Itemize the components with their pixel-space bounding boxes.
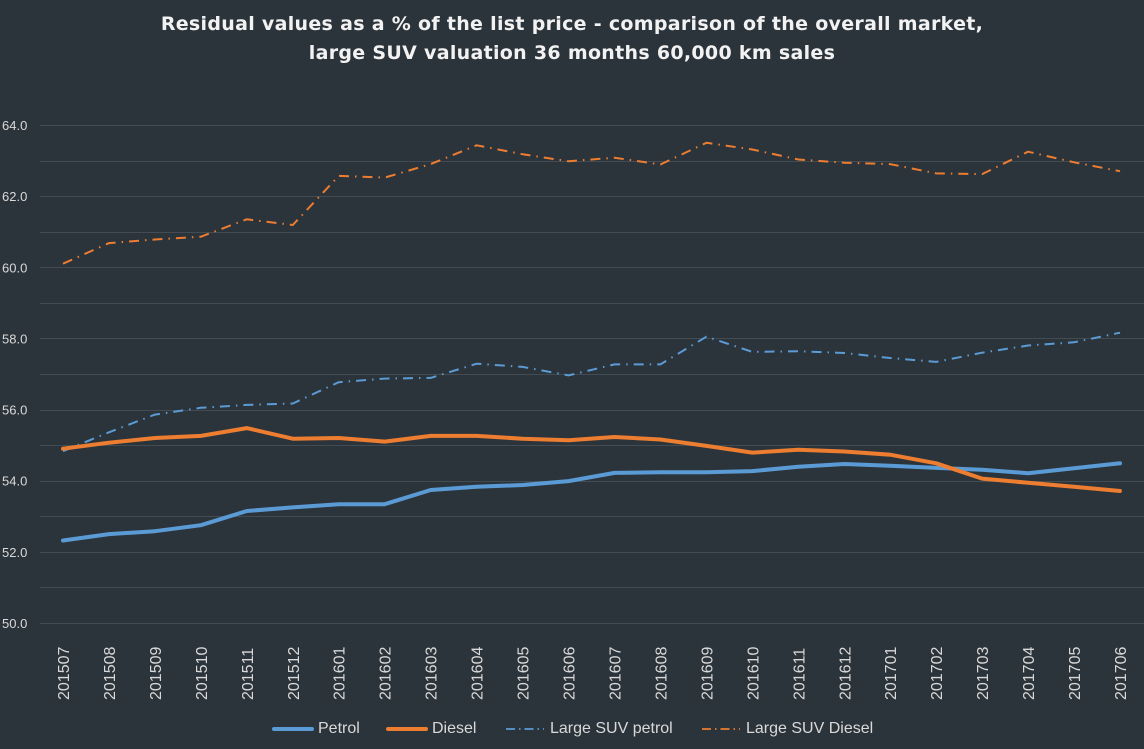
x-tick-label: 201611 [791, 648, 808, 700]
x-tick-label: 201608 [653, 647, 670, 700]
y-axis-ticks: 50.0 52.0 54.0 56.0 58.0 60.0 62.0 64.0 [2, 118, 27, 631]
legend-label-diesel: Diesel [432, 720, 477, 737]
y-tick-label: 56.0 [2, 403, 27, 418]
legend-label-petrol: Petrol [318, 720, 360, 737]
chart-title-line-1: Residual values as a % of the list price… [160, 13, 984, 35]
chart-title-line-2: large SUV valuation 36 months 60,000 km … [308, 42, 836, 64]
x-tick-label: 201511 [240, 648, 257, 700]
y-tick-label: 52.0 [2, 545, 27, 560]
x-tick-label: 201509 [148, 647, 165, 700]
y-tick-label: 60.0 [2, 260, 27, 275]
x-tick-label: 201606 [562, 647, 579, 700]
series-line-large-suv-diesel [62, 141, 1121, 265]
legend-swatch-diesel-icon [386, 727, 428, 731]
legend-swatch-large-suv-diesel-icon [702, 728, 740, 730]
y-tick-label: 58.0 [2, 331, 27, 346]
x-tick-label: 201602 [378, 647, 395, 700]
x-tick-label: 201507 [56, 647, 73, 700]
series-line-large-suv-petrol [62, 331, 1121, 453]
legend-label-large-suv-diesel: Large SUV Diesel [746, 720, 874, 737]
x-tick-label: 201702 [929, 647, 946, 700]
x-tick-label: 201512 [286, 647, 303, 700]
x-tick-label: 201704 [1021, 647, 1038, 700]
legend-item-diesel[interactable]: Diesel [386, 718, 476, 740]
y-tick-label: 62.0 [2, 189, 27, 204]
legend-swatch-large-suv-petrol-icon [506, 728, 544, 730]
series-lines [61, 141, 1122, 543]
y-tick-label: 64.0 [2, 118, 27, 133]
series-line-diesel [61, 426, 1122, 493]
x-tick-label: 201510 [194, 647, 211, 700]
x-tick-label: 201508 [102, 647, 119, 700]
x-tick-label: 201604 [470, 647, 487, 700]
x-axis-ticks: 201507 201508 201509 201510 201511 201512 2016… [56, 647, 1130, 700]
chart-title: Residual values as a % of the list price… [0, 10, 1144, 68]
x-tick-label: 201609 [699, 647, 716, 700]
x-tick-label: 201610 [745, 647, 762, 700]
x-tick-label: 201607 [607, 647, 624, 700]
x-tick-label: 201703 [975, 647, 992, 700]
x-tick-label: 201601 [332, 647, 349, 700]
y-tick-label: 54.0 [2, 474, 27, 489]
series-line-petrol [61, 461, 1122, 543]
x-tick-label: 201705 [1067, 647, 1084, 700]
x-tick-label: 201612 [837, 647, 854, 700]
legend: Petrol Diesel Large SUV petrol Large SUV… [0, 718, 1144, 740]
x-tick-label: 201603 [424, 647, 441, 700]
legend-item-large-suv-diesel[interactable]: Large SUV Diesel [700, 718, 873, 740]
x-tick-label: 201605 [516, 647, 533, 700]
gridlines [40, 125, 1144, 624]
legend-label-large-suv-petrol: Large SUV petrol [550, 720, 673, 737]
legend-item-large-suv-petrol[interactable]: Large SUV petrol [504, 718, 673, 740]
legend-item-petrol[interactable]: Petrol [272, 718, 360, 740]
y-tick-label: 50.0 [2, 616, 27, 631]
x-tick-label: 201706 [1113, 647, 1130, 700]
x-tick-label: 201701 [883, 647, 900, 700]
legend-swatch-petrol-icon [272, 727, 314, 731]
